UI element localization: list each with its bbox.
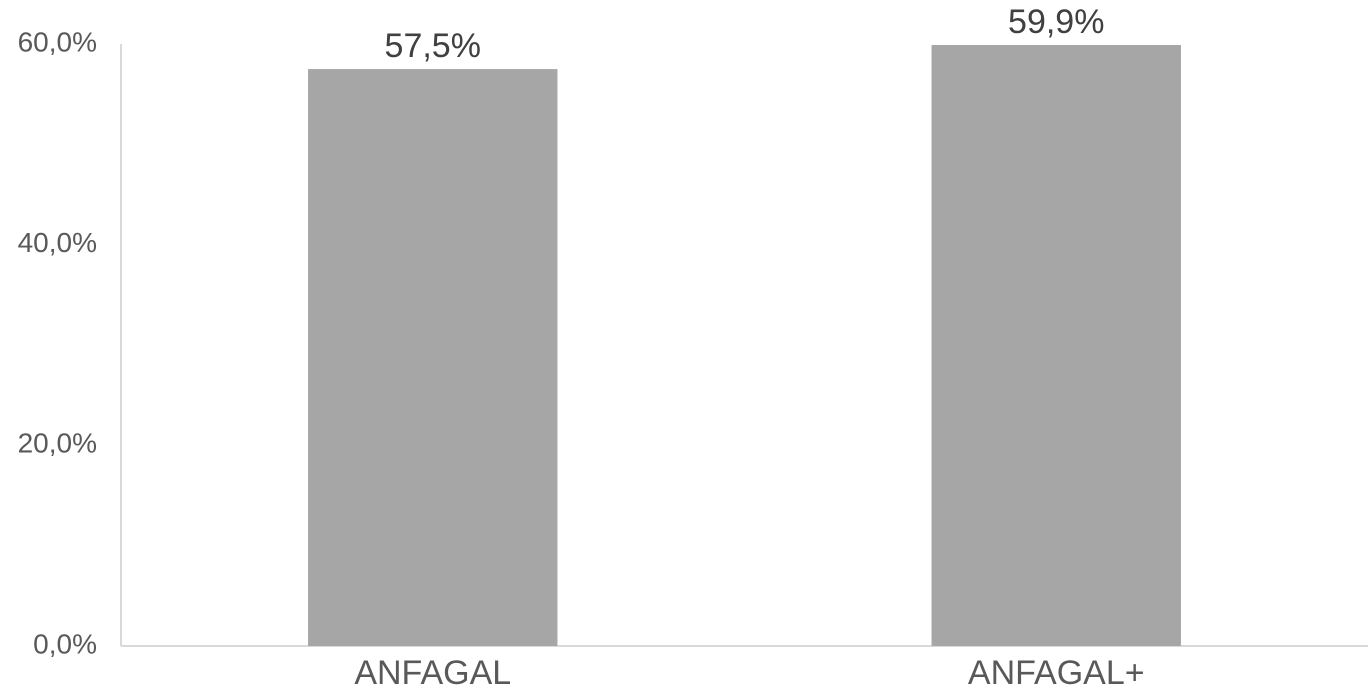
x-tick-label: ANFAGAL+	[968, 654, 1145, 692]
data-label: 57,5%	[385, 27, 481, 65]
y-tick-label: 20,0%	[18, 428, 97, 459]
x-tick-label: ANFAGAL	[354, 654, 511, 692]
y-tick-label: 40,0%	[18, 227, 97, 258]
bar	[931, 45, 1181, 646]
y-tick-label: 60,0%	[18, 26, 97, 57]
y-tick-label: 0,0%	[33, 628, 97, 659]
data-label: 59,9%	[1008, 3, 1104, 41]
bar	[308, 69, 558, 647]
